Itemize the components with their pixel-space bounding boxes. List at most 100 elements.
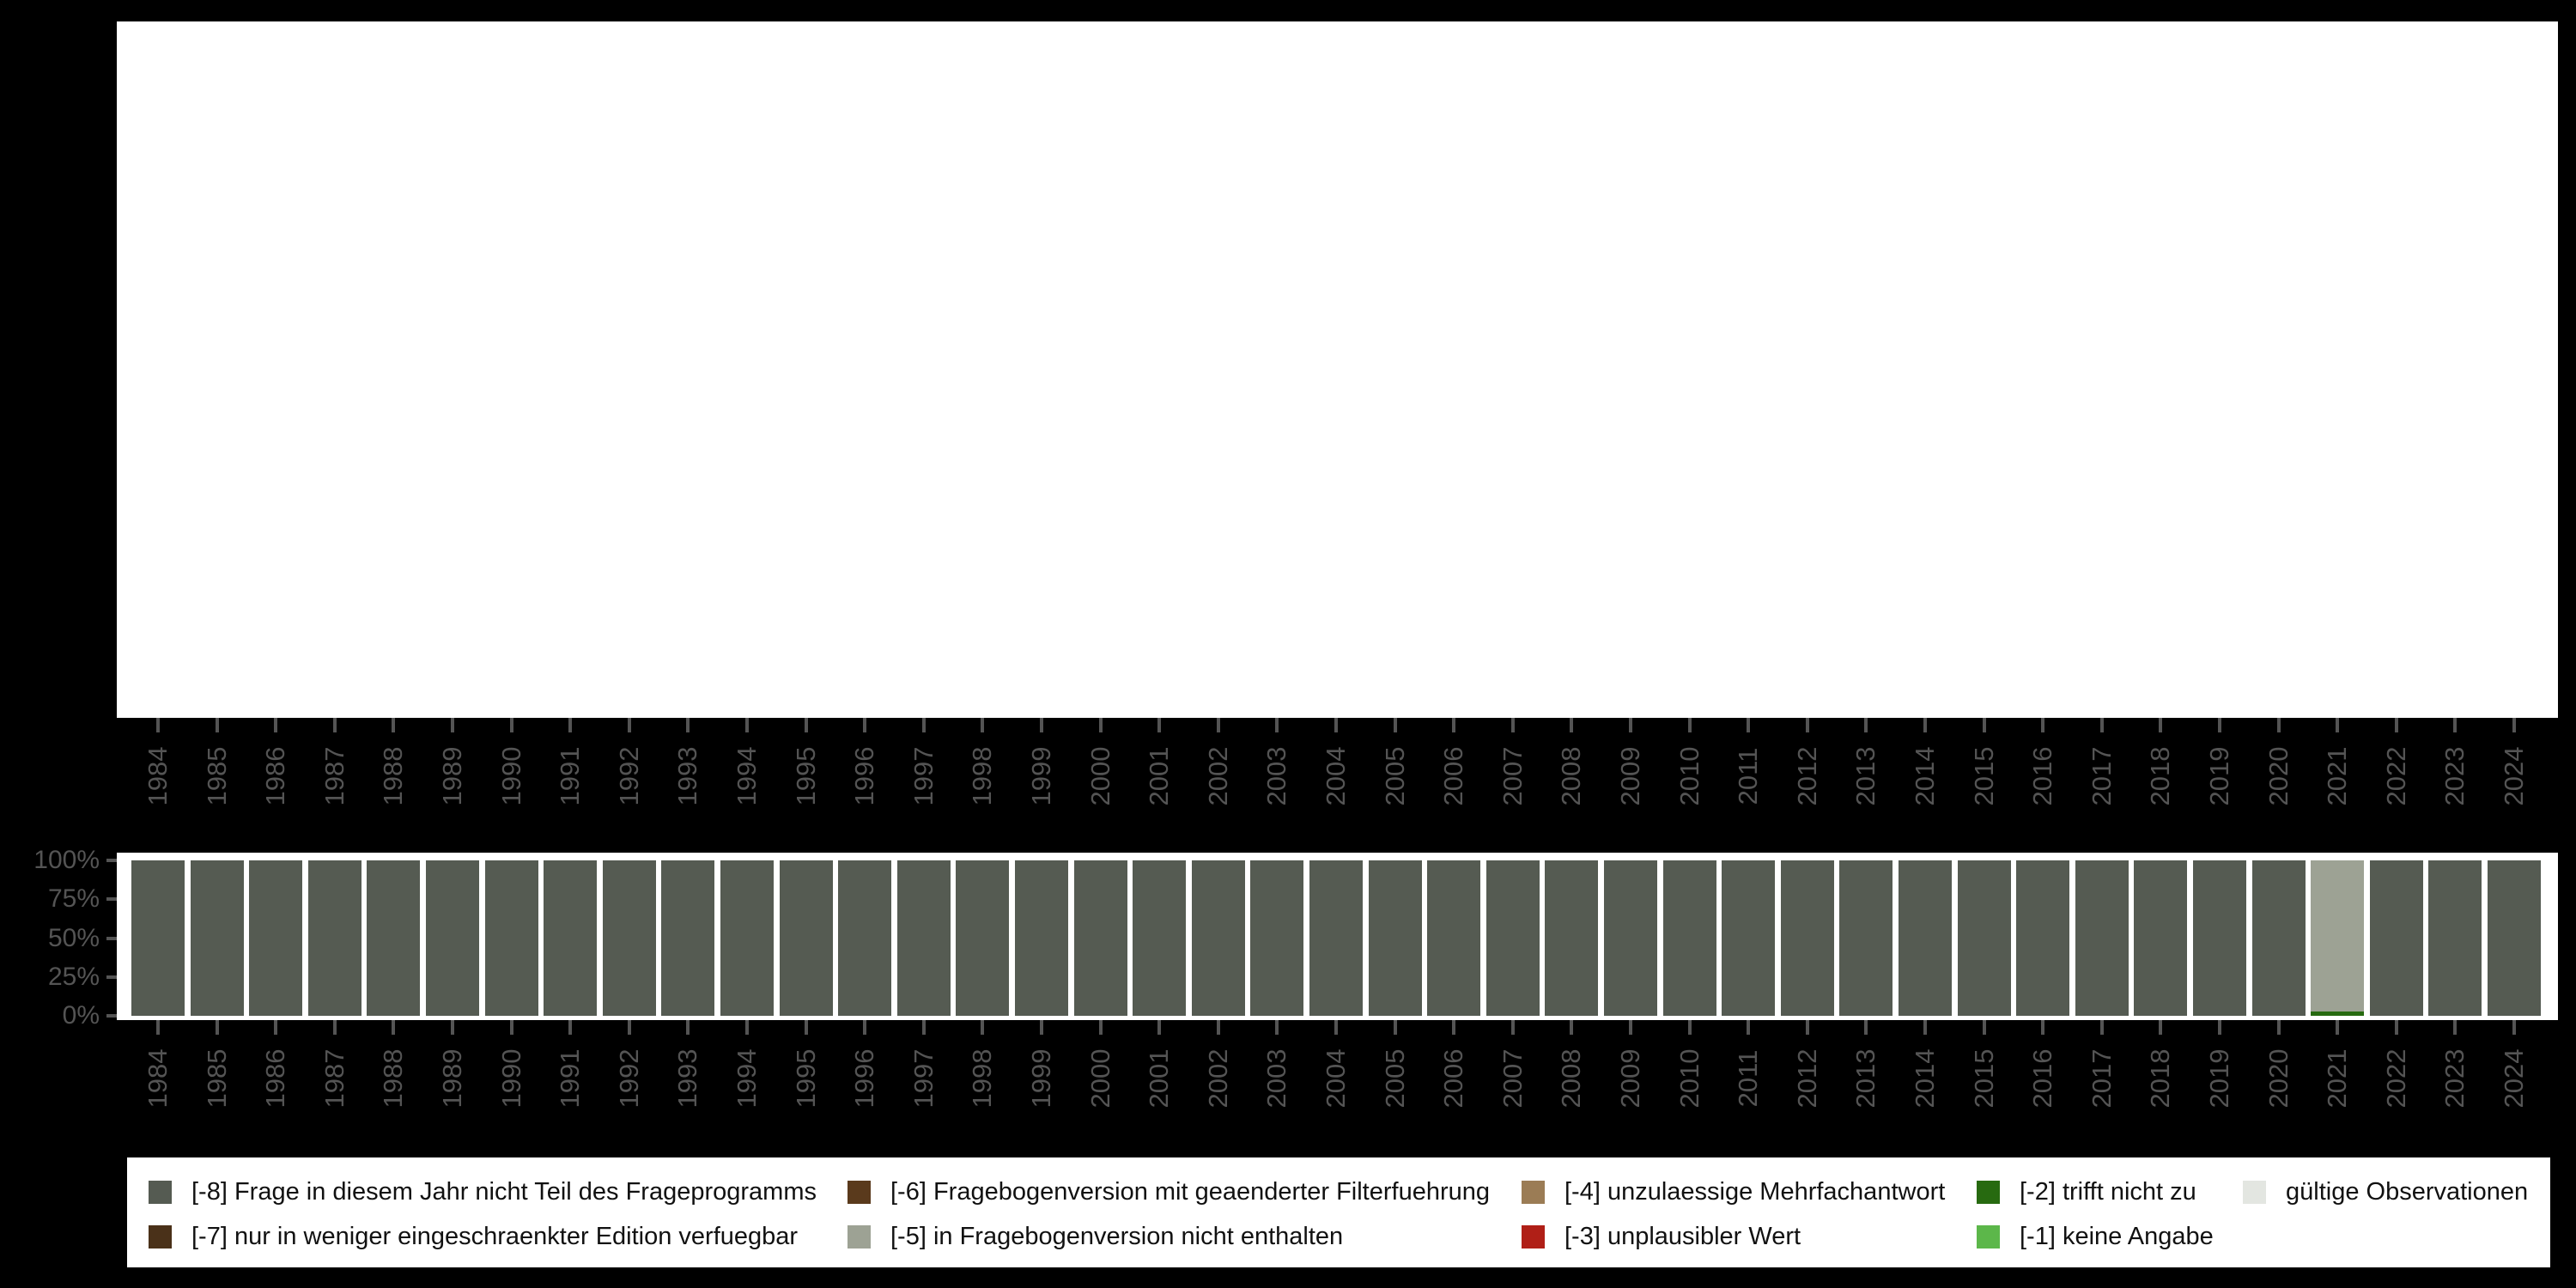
x-axis-tick (1098, 1020, 1103, 1035)
bar-segment--8 (838, 860, 892, 1016)
bar (779, 860, 833, 1016)
x-axis-year-label: 2009 (1615, 746, 1645, 806)
y-axis-tick (106, 936, 117, 940)
bar (2134, 860, 2188, 1016)
x-axis-year-label: 2011 (1733, 1049, 1764, 1108)
x-axis-tick (1747, 1020, 1751, 1035)
x-axis-tick (1864, 1020, 1868, 1035)
x-axis-year-label: 1989 (437, 746, 467, 806)
x-axis-tick (2159, 718, 2163, 732)
x-axis-year-label: 2021 (2322, 1048, 2353, 1109)
x-axis-tick (2041, 718, 2045, 732)
x-axis-year-label: 1990 (495, 746, 526, 806)
legend-label: [-5] in Fragebogenversion nicht enthalte… (890, 1223, 1344, 1250)
x-axis-year-label: 2007 (1497, 746, 1528, 806)
legend-swatch (848, 1181, 871, 1204)
x-axis-year-label: 2024 (2499, 746, 2529, 806)
x-axis-tick (1334, 718, 1338, 732)
bar (1191, 860, 1245, 1016)
bar (896, 860, 951, 1016)
x-axis-tick (332, 718, 337, 732)
bar-segment--8 (1780, 860, 1834, 1016)
x-axis-tick (2336, 718, 2340, 732)
x-axis-tick (568, 1020, 573, 1035)
bar-segment--2 (2311, 1012, 2365, 1016)
x-axis-tick (392, 718, 396, 732)
x-axis-tick (686, 1020, 690, 1035)
x-axis-year-label: 1986 (260, 1048, 291, 1109)
bar (1662, 860, 1716, 1016)
x-axis-tick (804, 718, 808, 732)
bar (1957, 860, 2011, 1016)
x-axis-year-label: 2004 (1321, 746, 1351, 806)
bar (1899, 860, 1952, 1016)
x-axis-year-label: 2023 (2439, 1048, 2470, 1109)
bar (1368, 860, 1422, 1016)
bar-segment--8 (1133, 860, 1187, 1016)
legend-label: [-1] keine Angabe (2020, 1223, 2214, 1250)
x-axis-tick (1805, 1020, 1809, 1035)
x-axis-year-label: 1988 (378, 746, 409, 806)
bar-segment--8 (249, 860, 303, 1016)
bar-segment--8 (1662, 860, 1716, 1016)
x-axis-year-label: 2002 (1202, 1048, 1233, 1109)
bar-segment--8 (2193, 860, 2246, 1016)
x-axis-tick (2512, 718, 2516, 732)
legend-label: [-3] unplausibler Wert (1564, 1223, 1801, 1250)
y-axis-tick-label: 100% (33, 846, 100, 874)
bar (1485, 860, 1540, 1016)
x-axis-year-label: 2016 (2027, 746, 2058, 806)
x-axis-tick (686, 718, 690, 732)
x-axis-year-label: 2012 (1791, 746, 1822, 806)
x-axis-tick (274, 1020, 278, 1035)
bar-segment--8 (1015, 860, 1068, 1016)
x-axis-tick (627, 1020, 631, 1035)
x-axis-year-label: 2017 (2086, 746, 2117, 806)
bar (1722, 860, 1776, 1016)
x-axis-year-label: 1984 (143, 1048, 173, 1109)
bar-segment--8 (131, 860, 185, 1016)
x-axis-year-label: 1989 (437, 1048, 467, 1109)
x-axis-tick (863, 1020, 867, 1035)
y-axis-tick-label: 75% (47, 884, 100, 914)
legend-label: [-2] trifft nicht zu (2020, 1178, 2196, 1206)
x-axis-tick (1923, 718, 1927, 732)
x-axis-year-label: 1987 (319, 746, 349, 806)
x-axis-year-label: 1992 (613, 746, 644, 806)
x-axis-year-label: 1988 (378, 1048, 409, 1109)
y-axis-tick-label: 0% (62, 1001, 100, 1030)
y-axis-tick (106, 897, 117, 902)
x-axis-tick (804, 1020, 808, 1035)
bar-segment--8 (661, 860, 715, 1016)
legend-swatch (1977, 1181, 2000, 1204)
x-axis-tick (1334, 1020, 1338, 1035)
x-axis-tick (1570, 718, 1574, 732)
bar-segment--8 (2016, 860, 2070, 1016)
legend-label: [-4] unzulaessige Mehrfachantwort (1564, 1178, 1946, 1206)
bar (1309, 860, 1363, 1016)
x-axis-tick (509, 718, 513, 732)
x-axis-tick (451, 1020, 454, 1035)
x-axis-tick (1982, 1020, 1986, 1035)
x-axis-year-label: 2009 (1615, 1048, 1645, 1109)
x-axis-tick (2159, 1020, 2163, 1035)
x-axis-tick (1393, 718, 1397, 732)
bar (2428, 860, 2482, 1016)
legend-label: gültige Observationen (2286, 1178, 2529, 1206)
x-axis-tick (2099, 718, 2104, 732)
x-axis-tick (1040, 718, 1043, 732)
x-axis-tick (392, 1020, 396, 1035)
y-axis-tick (106, 975, 117, 979)
y-axis-tick (106, 859, 117, 862)
bar (1015, 860, 1068, 1016)
x-axis-year-label: 2024 (2499, 1048, 2529, 1109)
bar-segment--8 (1604, 860, 1657, 1016)
x-axis-year-label: 1993 (672, 746, 703, 806)
x-axis-tick (1687, 718, 1692, 732)
x-axis-tick (274, 718, 278, 732)
x-axis-year-label: 2007 (1497, 1048, 1528, 1109)
x-axis-year-label: 2020 (2263, 1048, 2293, 1109)
x-axis-tick (1452, 718, 1456, 732)
bar (426, 860, 479, 1016)
x-axis-year-label: 2013 (1850, 1048, 1881, 1109)
